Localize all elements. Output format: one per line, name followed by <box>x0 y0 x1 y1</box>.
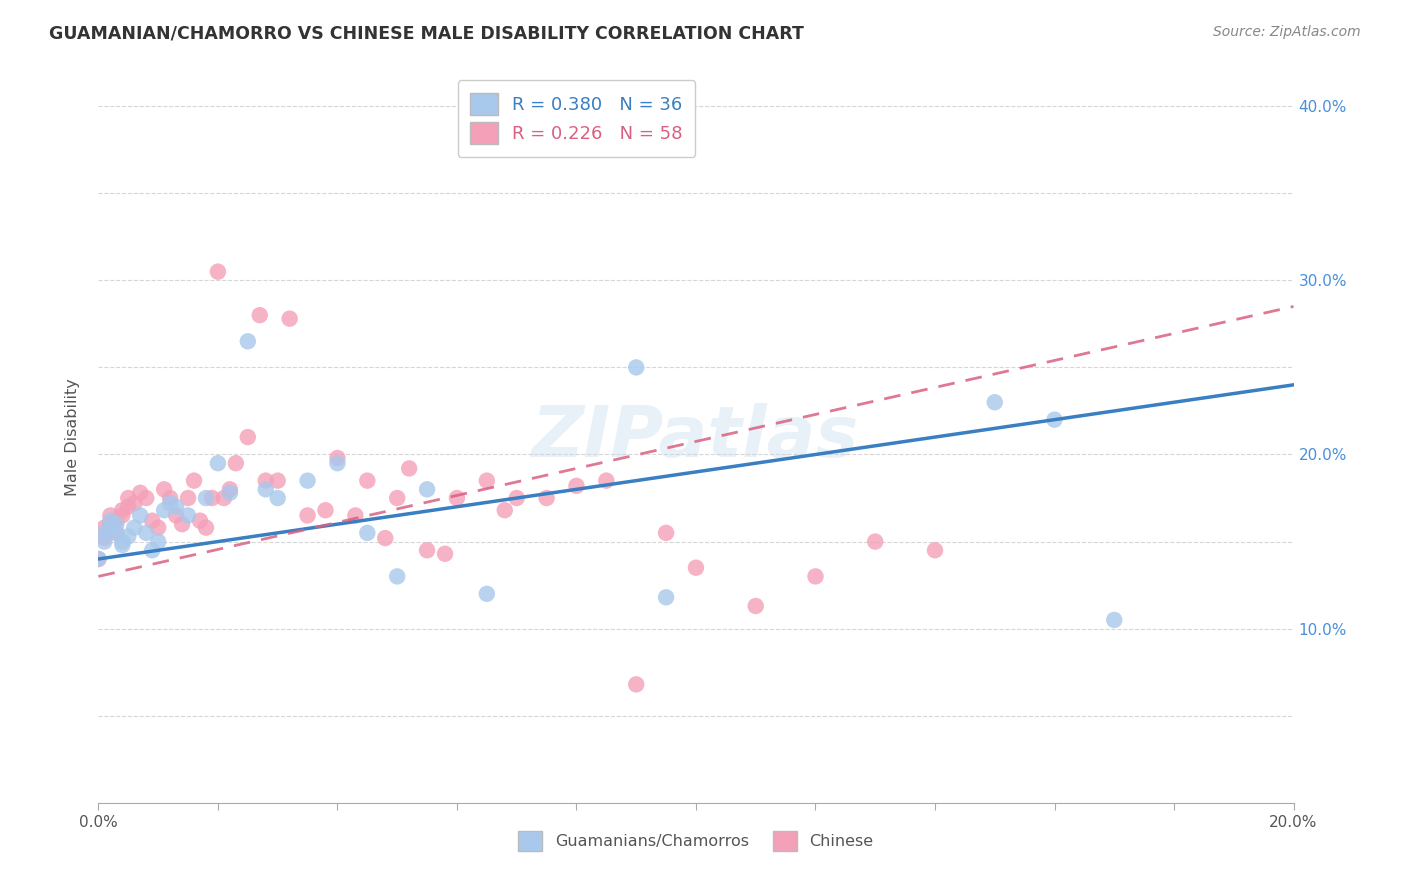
Point <box>219 485 242 500</box>
Point <box>117 491 139 505</box>
Point <box>356 525 378 540</box>
Point <box>105 514 128 528</box>
Point <box>398 461 420 475</box>
Point <box>124 521 146 535</box>
Point <box>177 491 200 505</box>
Point <box>135 525 157 540</box>
Point <box>153 483 176 497</box>
Point <box>111 538 134 552</box>
Point <box>159 496 181 510</box>
Point <box>165 500 187 514</box>
Point <box>141 543 163 558</box>
Point <box>536 491 558 505</box>
Point <box>98 521 122 535</box>
Point <box>1043 412 1066 426</box>
Legend: Guamanians/Chamorros, Chinese: Guamanians/Chamorros, Chinese <box>512 825 880 857</box>
Point <box>254 474 277 488</box>
Point <box>98 508 122 523</box>
Point <box>165 508 187 523</box>
Point <box>416 483 439 497</box>
Point <box>219 483 242 497</box>
Point <box>236 430 259 444</box>
Point <box>188 514 211 528</box>
Point <box>111 508 134 523</box>
Point <box>87 552 110 566</box>
Point <box>326 456 349 470</box>
Point <box>207 456 229 470</box>
Point <box>745 599 768 613</box>
Point <box>105 517 128 532</box>
Point <box>924 543 946 558</box>
Point <box>129 485 152 500</box>
Point <box>344 508 367 523</box>
Point <box>201 491 224 505</box>
Point <box>374 531 396 545</box>
Point <box>506 491 529 505</box>
Point <box>172 517 194 532</box>
Point <box>595 474 617 488</box>
Point <box>297 508 319 523</box>
Text: GUAMANIAN/CHAMORRO VS CHINESE MALE DISABILITY CORRELATION CHART: GUAMANIAN/CHAMORRO VS CHINESE MALE DISAB… <box>49 25 804 43</box>
Point <box>195 521 218 535</box>
Point <box>111 503 134 517</box>
Point <box>153 503 176 517</box>
Point <box>267 491 290 505</box>
Point <box>207 265 229 279</box>
Point <box>434 547 457 561</box>
Point <box>148 521 170 535</box>
Point <box>446 491 468 505</box>
Text: Source: ZipAtlas.com: Source: ZipAtlas.com <box>1213 25 1361 39</box>
Point <box>225 456 247 470</box>
Point <box>117 500 139 514</box>
Point <box>315 503 337 517</box>
Point <box>117 529 139 543</box>
Point <box>865 534 887 549</box>
Point <box>254 483 277 497</box>
Point <box>236 334 259 349</box>
Point <box>356 474 378 488</box>
Point <box>212 491 235 505</box>
Point <box>105 525 128 540</box>
Point <box>105 525 128 540</box>
Point <box>804 569 827 583</box>
Point <box>135 491 157 505</box>
Point <box>87 552 110 566</box>
Point <box>655 591 678 605</box>
Point <box>195 491 218 505</box>
Point <box>93 534 115 549</box>
Point <box>159 491 181 505</box>
Point <box>93 531 115 545</box>
Point <box>565 479 588 493</box>
Point <box>626 677 648 691</box>
Point <box>183 474 205 488</box>
Point <box>141 514 163 528</box>
Point <box>278 311 301 326</box>
Point <box>249 308 271 322</box>
Text: ZIPatlas: ZIPatlas <box>533 402 859 472</box>
Point <box>98 517 122 532</box>
Point <box>626 360 648 375</box>
Point <box>297 474 319 488</box>
Point <box>475 587 498 601</box>
Point <box>148 534 170 549</box>
Point <box>124 496 146 510</box>
Point <box>267 474 290 488</box>
Point <box>98 514 122 528</box>
Point <box>93 525 115 540</box>
Y-axis label: Male Disability: Male Disability <box>65 378 80 496</box>
Point <box>984 395 1007 409</box>
Point <box>111 534 134 549</box>
Point <box>655 525 678 540</box>
Point <box>93 521 115 535</box>
Point <box>416 543 439 558</box>
Point <box>685 560 707 574</box>
Point <box>129 508 152 523</box>
Point <box>475 474 498 488</box>
Point <box>1104 613 1126 627</box>
Point <box>385 569 409 583</box>
Point <box>326 450 349 465</box>
Point <box>494 503 516 517</box>
Point <box>177 508 200 523</box>
Point <box>385 491 409 505</box>
